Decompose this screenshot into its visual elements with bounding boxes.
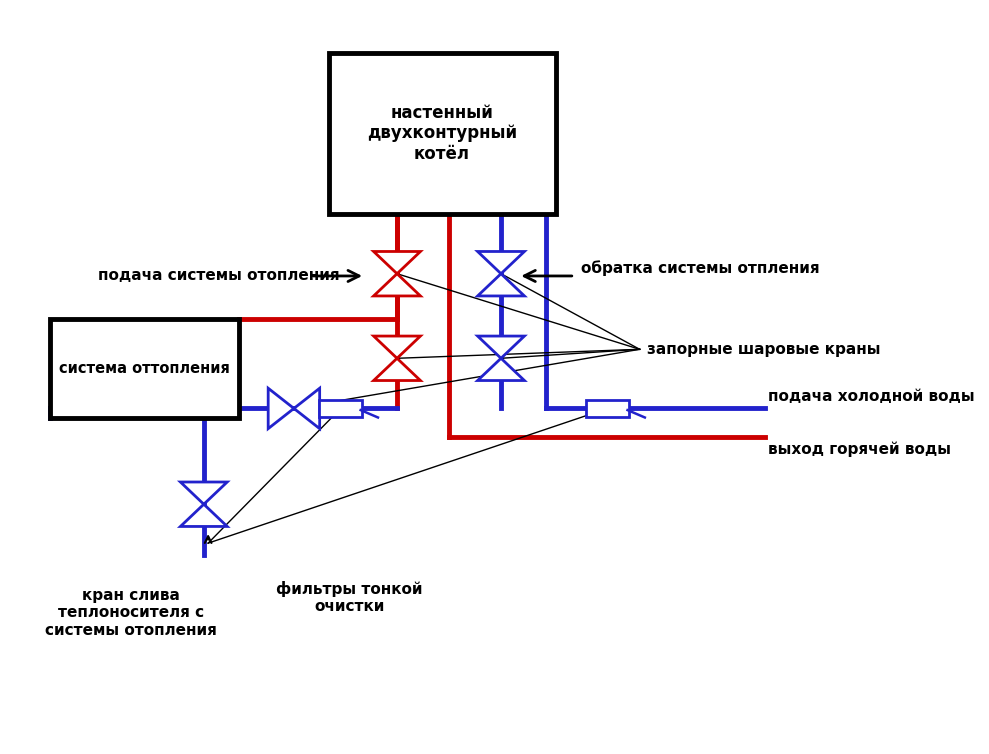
Polygon shape bbox=[180, 504, 227, 526]
Polygon shape bbox=[478, 336, 524, 358]
Text: система оттопления: система оттопления bbox=[59, 361, 230, 376]
Text: настенный
двухконтурный
котёл: настенный двухконтурный котёл bbox=[367, 103, 517, 163]
Polygon shape bbox=[478, 252, 524, 274]
Polygon shape bbox=[478, 358, 524, 381]
Bar bbox=[319, 400, 362, 417]
Text: подача холодной воды: подача холодной воды bbox=[767, 389, 974, 404]
Text: выход горячей воды: выход горячей воды bbox=[767, 441, 950, 457]
Polygon shape bbox=[374, 358, 420, 381]
Polygon shape bbox=[478, 274, 524, 296]
FancyBboxPatch shape bbox=[328, 53, 556, 214]
Polygon shape bbox=[294, 388, 319, 428]
Text: фильтры тонкой
очистки: фильтры тонкой очистки bbox=[276, 581, 422, 614]
Text: обратка системы отпления: обратка системы отпления bbox=[581, 261, 819, 277]
Polygon shape bbox=[180, 482, 227, 504]
Bar bbox=[585, 400, 629, 417]
Text: кран слива
теплоносителя с
системы отопления: кран слива теплоносителя с системы отопл… bbox=[45, 588, 217, 638]
Text: подача системы отопления: подача системы отопления bbox=[98, 268, 339, 284]
Polygon shape bbox=[374, 336, 420, 358]
Polygon shape bbox=[268, 388, 294, 428]
FancyBboxPatch shape bbox=[50, 320, 239, 418]
Polygon shape bbox=[374, 252, 420, 274]
Polygon shape bbox=[374, 274, 420, 296]
Text: запорные шаровые краны: запорные шаровые краны bbox=[647, 342, 880, 357]
